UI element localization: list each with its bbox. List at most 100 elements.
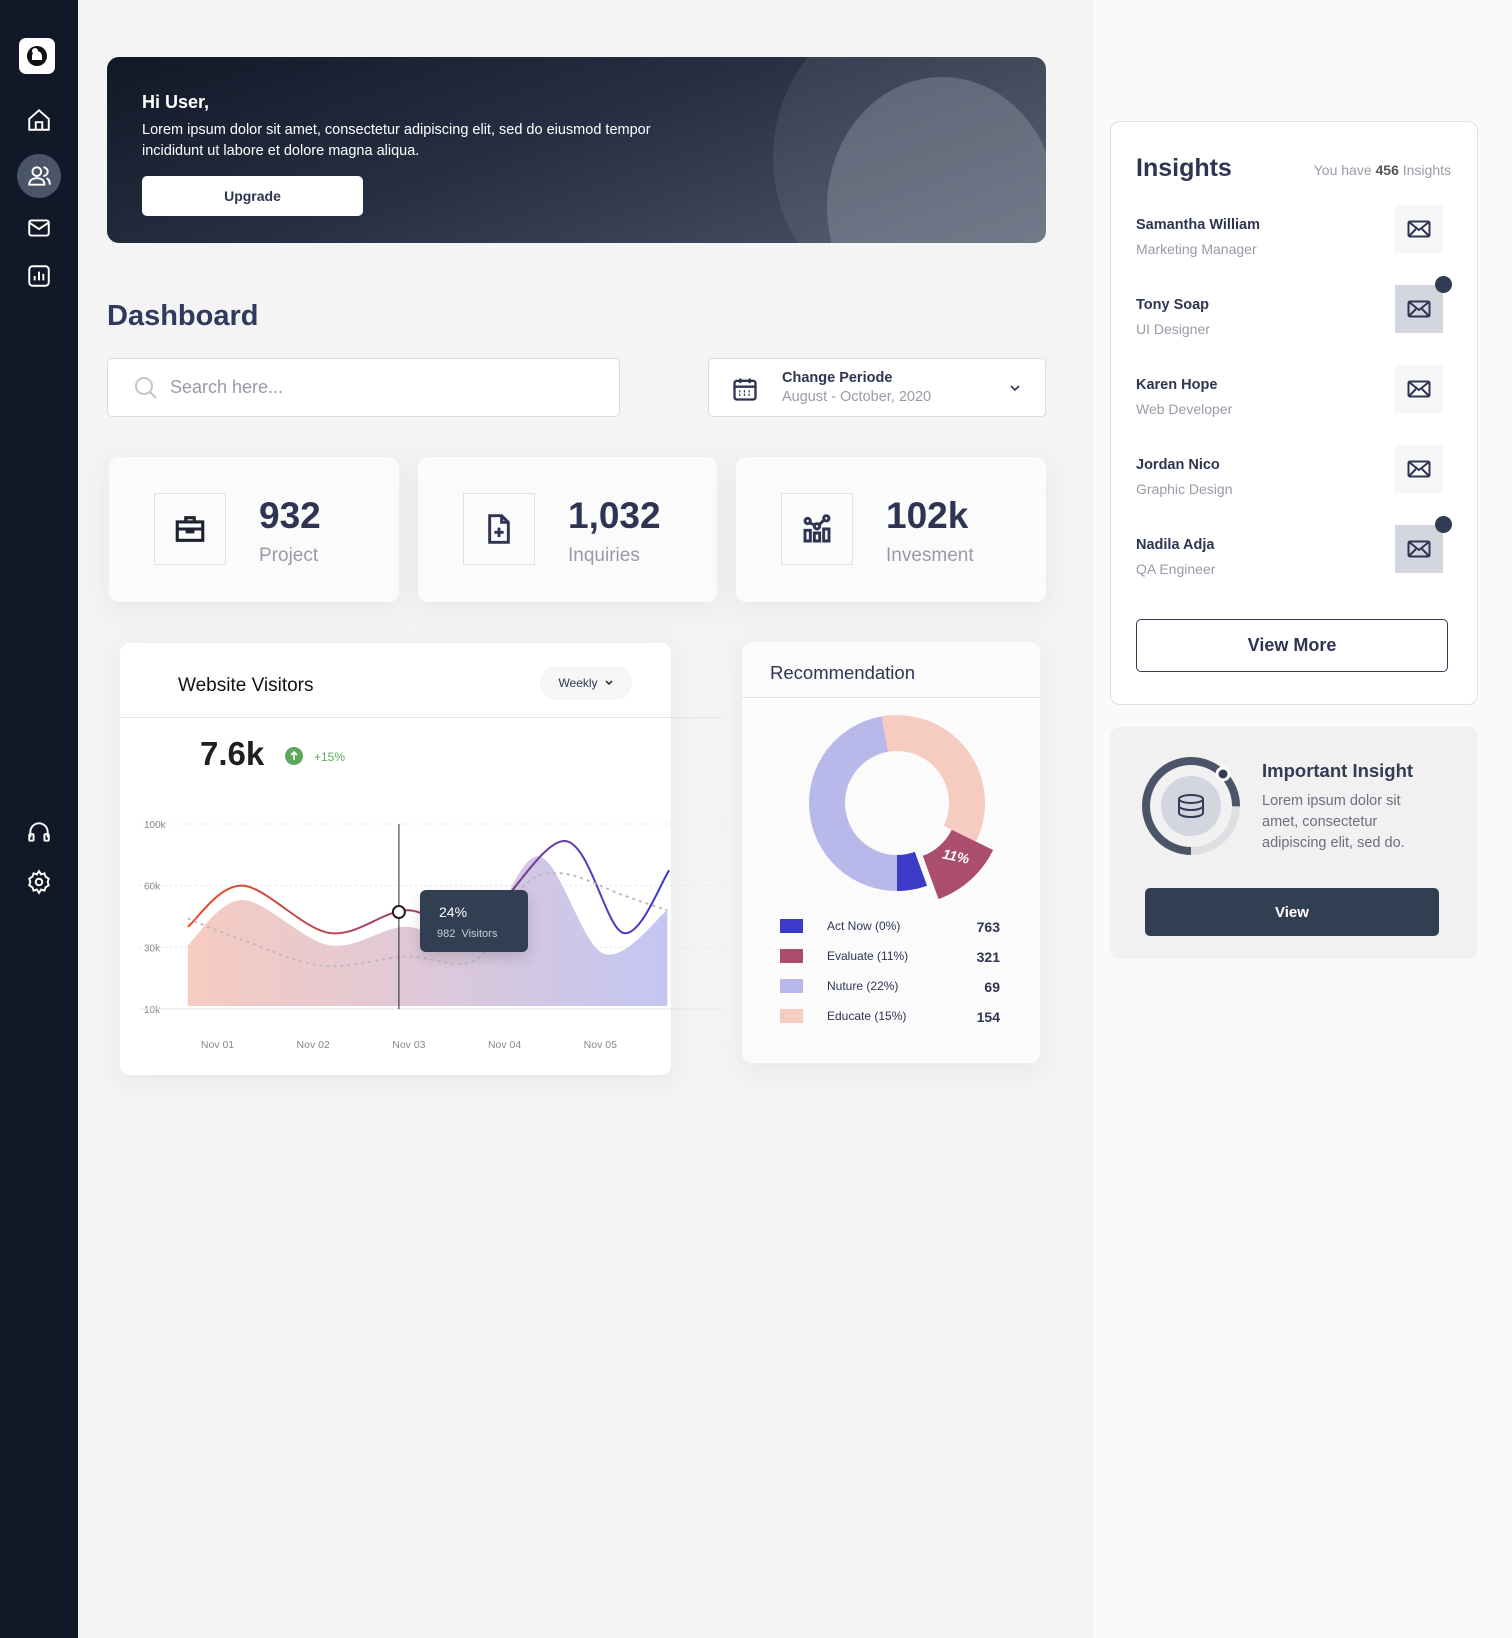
stat-card-project: 932 Project — [109, 457, 399, 602]
donut-slice[interactable] — [881, 715, 985, 842]
person-role: Marketing Manager — [1136, 241, 1257, 257]
x-tick-label: Nov 01 — [201, 1039, 234, 1051]
period-selector[interactable]: Change Periode August - October, 2020 — [708, 358, 1046, 417]
person-role: Web Developer — [1136, 401, 1233, 417]
message-button[interactable] — [1395, 516, 1452, 573]
upgrade-button[interactable]: Upgrade — [142, 176, 363, 216]
legend-label: Evaluate (11%) — [827, 949, 909, 963]
person-name: Jordan Nico — [1136, 457, 1220, 473]
legend-value: 763 — [976, 919, 1000, 935]
legend-label: Act Now (0%) — [827, 919, 901, 933]
legend-swatch — [780, 919, 803, 933]
important-text: Lorem ipsum dolor sit amet, consectetur … — [1262, 793, 1405, 851]
website-visitors-card: Website Visitors Weekly 7.6k +15% 100k 60… — [120, 643, 721, 1075]
envelope-icon — [1407, 380, 1431, 398]
mail-icon[interactable] — [17, 206, 61, 250]
visitors-title: Website Visitors — [178, 675, 314, 696]
insights-summary: You have 456 Insights — [1314, 162, 1451, 178]
donut-slice[interactable] — [809, 716, 897, 891]
comparison-line — [187, 871, 668, 968]
message-button[interactable] — [1395, 365, 1443, 413]
legend-label: Educate (15%) — [827, 1009, 907, 1023]
legend-value: 154 — [976, 1009, 1000, 1025]
legend-label: Nuture (22%) — [827, 979, 899, 993]
legend-swatch — [780, 1009, 803, 1023]
weekly-label: Weekly — [558, 676, 598, 690]
weekly-dropdown[interactable]: Weekly — [540, 666, 632, 700]
visitors-change: +15% — [314, 750, 346, 764]
x-tick-label: Nov 04 — [488, 1039, 521, 1051]
legend-item: Act Now (0%) 763 — [780, 919, 1000, 935]
y-tick-label: 10k — [144, 1005, 161, 1016]
important-insight-card: Important Insight Lorem ipsum dolor sit … — [1110, 727, 1478, 959]
file-plus-icon — [463, 493, 535, 565]
x-tick-label: Nov 02 — [297, 1039, 330, 1051]
envelope-icon — [1407, 220, 1431, 238]
hover-point[interactable] — [391, 905, 406, 919]
tooltip-percent: 24% — [439, 904, 468, 920]
period-value: August - October, 2020 — [782, 389, 932, 405]
search-icon — [135, 376, 157, 399]
insight-item: Samantha William Marketing Manager — [1136, 205, 1446, 267]
page-title: Dashboard — [107, 300, 259, 332]
y-tick-label: 100k — [144, 820, 167, 831]
message-button[interactable] — [1395, 445, 1443, 493]
insight-item: Nadila Adja QA Engineer — [1136, 516, 1452, 587]
users-icon[interactable] — [17, 154, 61, 198]
view-button[interactable]: View — [1145, 888, 1439, 936]
chevron-down-icon — [1010, 385, 1020, 392]
stat-label: Inquiries — [568, 545, 640, 566]
insight-item: Karen Hope Web Developer — [1136, 365, 1446, 427]
headphones-icon[interactable] — [17, 810, 61, 854]
y-tick-label: 60k — [144, 882, 161, 893]
tooltip-visitors: 982 Visitors — [437, 928, 498, 940]
person-name: Karen Hope — [1136, 377, 1218, 393]
stat-value: 1,032 — [568, 495, 661, 536]
x-tick-label: Nov 03 — [392, 1039, 425, 1051]
banner-decoration — [773, 57, 1046, 243]
legend-swatch — [780, 949, 803, 963]
recommendation-title: Recommendation — [770, 662, 915, 683]
stat-value: 102k — [886, 495, 969, 536]
summary-text: You have — [1313, 162, 1376, 178]
envelope-icon — [1407, 300, 1431, 318]
legend-value: 69 — [984, 979, 1000, 995]
visitors-total: 7.6k — [200, 735, 265, 772]
calendar-icon — [733, 378, 757, 401]
slice-label: 11% — [941, 845, 971, 866]
search-box — [107, 358, 620, 417]
insights-card: Insights You have 456 Insights Samantha … — [1110, 121, 1478, 705]
message-button[interactable] — [1395, 205, 1443, 253]
person-name: Tony Soap — [1136, 297, 1210, 313]
search-input[interactable] — [170, 377, 570, 398]
donut-slice[interactable] — [922, 829, 994, 900]
legend-item: Nuture (22%) 69 — [780, 979, 1000, 995]
recommendation-donut: 11% — [809, 715, 994, 900]
view-more-button[interactable]: View More — [1136, 619, 1448, 672]
logo-icon[interactable] — [19, 38, 55, 74]
gear-icon[interactable] — [17, 860, 61, 904]
insight-item: Tony Soap UI Designer — [1136, 276, 1452, 347]
insights-title: Insights — [1136, 154, 1232, 182]
donut-slice[interactable] — [897, 851, 928, 891]
analytics-icon — [781, 493, 853, 565]
banner-greeting: Hi User, — [142, 92, 210, 112]
briefcase-icon — [154, 493, 226, 565]
home-icon[interactable] — [17, 98, 61, 142]
period-label: Change Periode — [782, 370, 893, 386]
envelope-icon — [1407, 540, 1431, 558]
arrow-up-icon — [285, 747, 303, 765]
person-name: Samantha William — [1136, 217, 1260, 233]
sidebar — [0, 0, 78, 1638]
chevron-down-icon — [605, 680, 613, 686]
legend-swatch — [780, 979, 803, 993]
stat-value: 932 — [259, 495, 321, 536]
banner-text: Lorem ipsum dolor sit amet, consectetur … — [142, 122, 651, 159]
legend-item: Evaluate (11%) 321 — [780, 949, 1000, 965]
unread-dot — [1435, 276, 1452, 293]
message-button[interactable] — [1395, 276, 1452, 333]
y-tick-label: 30k — [144, 943, 161, 954]
chart-icon[interactable] — [17, 254, 61, 298]
person-role: Graphic Design — [1136, 481, 1233, 497]
envelope-icon — [1407, 460, 1431, 478]
